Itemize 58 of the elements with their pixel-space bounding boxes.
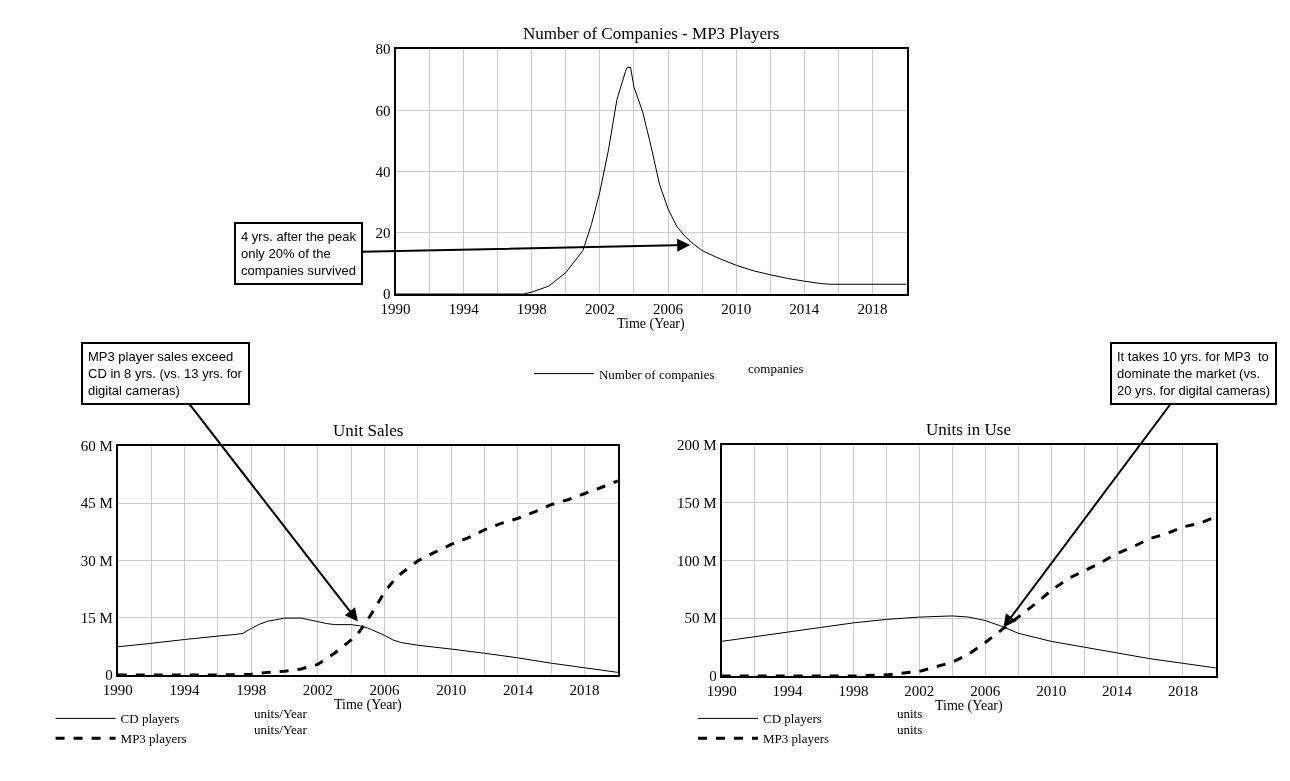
y-tick-label: 15 M: [80, 609, 113, 626]
x-tick-label: 1994: [772, 683, 804, 700]
x-tick-label: 2010: [721, 301, 752, 318]
y-tick-label: 60 M: [80, 438, 113, 455]
x-axis-title: Time (Year): [935, 698, 1004, 714]
annotation: 4 yrs. after the peak only 20% of the companies survived: [241, 229, 357, 278]
x-tick-label: 2010: [436, 682, 467, 699]
y-tick-label: 20: [375, 225, 391, 242]
y-tick-label: 0: [105, 667, 113, 684]
x-tick-label: 1998: [236, 682, 267, 699]
y-tick-label: 100 M: [677, 552, 717, 569]
x-tick-label: 1990: [380, 301, 411, 318]
x-tick-label: 1998: [516, 301, 547, 318]
legend-label: CD players: [763, 711, 822, 727]
x-tick-label: 2018: [1167, 683, 1198, 700]
y-tick-label: 0: [709, 668, 717, 685]
chart-title: Units in Use: [926, 420, 1011, 439]
legend-label: Number of companies: [598, 366, 715, 382]
x-tick-label: 2006: [970, 683, 1001, 700]
y-tick-label: 50 M: [684, 610, 717, 627]
y-tick-label: 80: [375, 41, 391, 58]
y-tick-label: 60: [375, 102, 391, 119]
y-tick-label: 40: [375, 163, 391, 180]
legend-label: CD players: [120, 711, 180, 727]
x-tick-label: 2002: [302, 682, 333, 699]
chart-title: Number of Companies - MP3 Players: [523, 24, 780, 43]
y-tick-label: 200 M: [677, 437, 717, 454]
text: units/Year: [254, 722, 308, 737]
x-tick-label: 2002: [584, 301, 615, 318]
x-tick-label: 1998: [838, 683, 869, 700]
text: units: [897, 706, 923, 721]
chart-title: Unit Sales: [333, 421, 404, 440]
x-tick-label: 2006: [369, 682, 401, 699]
x-tick-label: 2018: [857, 301, 888, 318]
text: units/Year: [254, 706, 308, 721]
legend-label: MP3 players: [120, 731, 187, 747]
annotation: It takes 10 yrs. for MP3 to dominate the market (vs. 20 yrs. for digital cameras): [1117, 349, 1271, 398]
x-tick-label: 2014: [789, 301, 820, 318]
x-tick-label: 1990: [706, 683, 737, 700]
x-tick-label: 1990: [102, 682, 133, 699]
legend-label: MP3 players: [763, 731, 830, 747]
text: companies: [748, 361, 804, 376]
y-tick-label: 0: [383, 286, 391, 303]
x-axis-title: Time (Year): [617, 316, 686, 332]
x-tick-label: 2014: [1102, 683, 1133, 700]
x-tick-label: 1994: [169, 682, 200, 699]
x-tick-label: 2002: [904, 683, 935, 700]
x-tick-label: 2010: [1036, 683, 1067, 700]
x-axis-title: Time (Year): [334, 697, 403, 713]
x-tick-label: 2018: [569, 682, 600, 699]
y-tick-label: 30 M: [80, 552, 113, 569]
x-tick-label: 2014: [502, 682, 534, 699]
y-tick-label: 45 M: [80, 495, 113, 512]
y-tick-label: 150 M: [677, 494, 717, 511]
text: units: [897, 722, 923, 737]
x-tick-label: 1994: [448, 301, 480, 318]
x-tick-label: 2006: [653, 301, 684, 318]
annotation: MP3 player sales exceed CD in 8 yrs. (vs. 13 yrs. for digital cameras): [88, 349, 243, 398]
